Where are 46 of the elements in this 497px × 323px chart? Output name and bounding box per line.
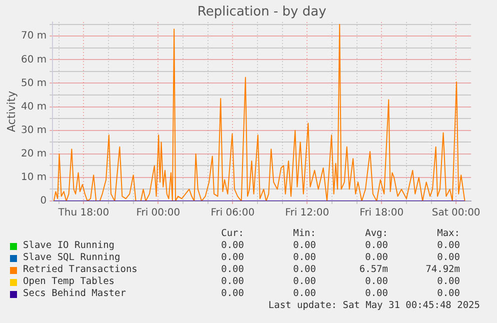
text: 0.00 bbox=[364, 276, 388, 288]
text: 0.00 bbox=[436, 240, 460, 252]
y-tick-label: 0 bbox=[40, 196, 47, 207]
legend-label: Slave IO Running bbox=[23, 240, 115, 252]
y-tick-label: 30 m bbox=[20, 124, 47, 136]
x-tick-label: Fri 12:00 bbox=[285, 208, 330, 219]
text: 6.57m bbox=[358, 264, 388, 276]
y-tick-label: 20 m bbox=[20, 148, 47, 160]
x-tick-label: Sat 00:00 bbox=[432, 208, 480, 219]
legend-label: Secs Behind Master bbox=[23, 288, 126, 300]
text: 0.00 bbox=[364, 288, 388, 300]
legend-label: Slave SQL Running bbox=[23, 252, 120, 264]
text: 0.00 bbox=[292, 240, 316, 252]
text: Avg: bbox=[364, 228, 388, 240]
text: Last update: Sat May 31 00:45:48 2025 bbox=[267, 300, 480, 312]
y-tick-label: 50 m bbox=[20, 78, 47, 89]
y-tick-label: 10 m bbox=[20, 172, 47, 184]
text: 0.00 bbox=[220, 252, 244, 264]
text: 0.00 bbox=[292, 288, 316, 300]
text: 0.00 bbox=[220, 240, 244, 252]
text: 0.00 bbox=[220, 276, 244, 288]
text: 0.00 bbox=[292, 276, 316, 288]
text: 0.00 bbox=[292, 252, 316, 264]
y-tick-label: 40 m bbox=[20, 101, 47, 112]
text: 0.00 bbox=[292, 264, 316, 276]
text: 74.92m bbox=[424, 264, 460, 276]
text: Max: bbox=[436, 228, 460, 240]
text: 0.00 bbox=[364, 252, 388, 264]
legend-label: Open Temp Tables bbox=[23, 276, 115, 288]
legend-label: Retried Transactions bbox=[23, 264, 138, 276]
x-tick-label: Fri 00:00 bbox=[136, 208, 180, 219]
text: 0.00 bbox=[220, 264, 244, 276]
text: 0.00 bbox=[364, 240, 388, 252]
chart-title: Replication - by day bbox=[197, 4, 327, 20]
text: 0.00 bbox=[436, 252, 460, 264]
text: 0.00 bbox=[436, 288, 460, 300]
text: 0.00 bbox=[436, 276, 460, 288]
x-tick-label: Fri 06:00 bbox=[210, 208, 255, 219]
text: 0.00 bbox=[220, 288, 244, 300]
y-tick-label: 70 m bbox=[20, 30, 47, 42]
text: Min: bbox=[292, 228, 316, 240]
x-tick-label: Thu 18:00 bbox=[57, 208, 110, 219]
y-axis-title: Activity bbox=[4, 90, 18, 132]
x-tick-label: Fri 18:00 bbox=[360, 208, 404, 219]
y-tick-label: 60 m bbox=[20, 54, 47, 66]
text: Cur: bbox=[220, 228, 244, 240]
